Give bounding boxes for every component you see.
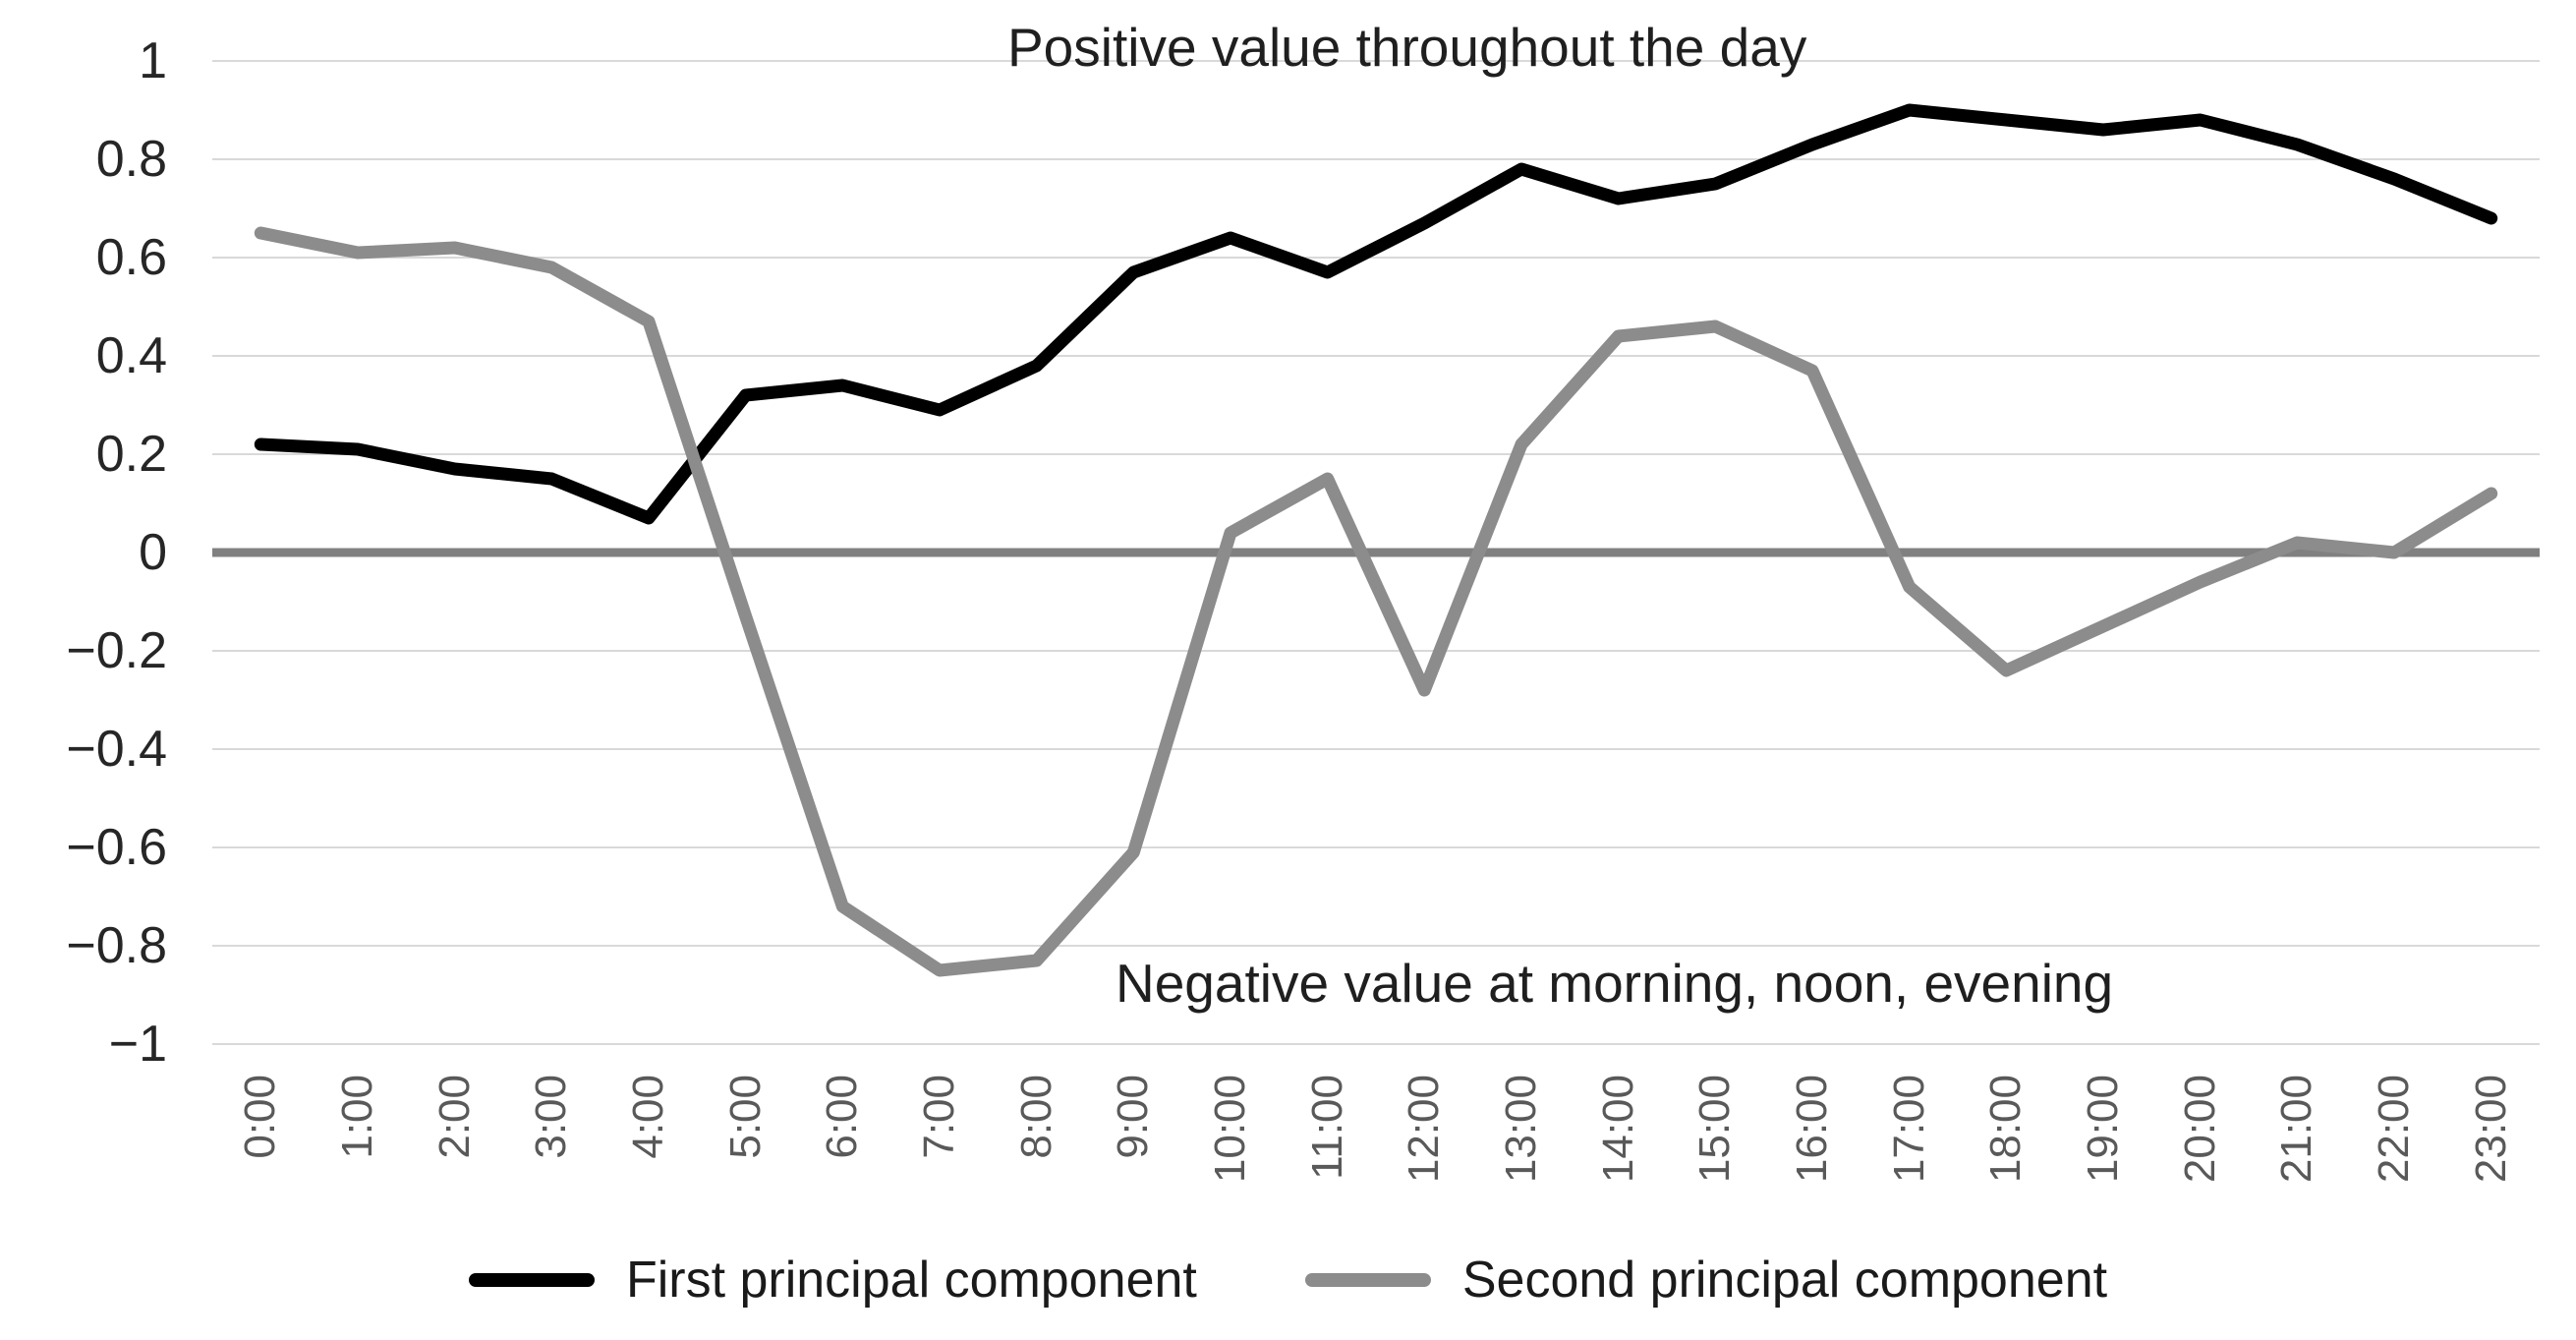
legend-item-first: First principal component bbox=[468, 1251, 1197, 1310]
x-tick-label: 6:00 bbox=[818, 1075, 867, 1159]
x-tick-label: 12:00 bbox=[1400, 1075, 1449, 1184]
x-tick-label: 3:00 bbox=[527, 1075, 576, 1159]
y-tick-label: 0.8 bbox=[95, 131, 167, 188]
series-line-first bbox=[254, 103, 2498, 525]
annotation-negative: Negative value at morning, noon, evening bbox=[1116, 953, 2114, 1014]
legend: First principal component Second princip… bbox=[0, 1251, 2576, 1310]
x-tick-label: 23:00 bbox=[2466, 1075, 2515, 1184]
y-tick-label: 0.6 bbox=[95, 229, 167, 286]
x-tick-label: 20:00 bbox=[2175, 1075, 2224, 1184]
x-tick-label: 11:00 bbox=[1302, 1075, 1351, 1180]
x-tick-label: 21:00 bbox=[2272, 1075, 2321, 1184]
y-tick-label: 0.2 bbox=[95, 426, 167, 483]
y-tick-label: −0.8 bbox=[66, 917, 167, 974]
x-tick-label: 16:00 bbox=[1788, 1075, 1836, 1184]
annotation-positive: Positive value throughout the day bbox=[1007, 17, 1807, 78]
y-tick-label: 0.4 bbox=[95, 327, 167, 384]
x-tick-label: 22:00 bbox=[2370, 1075, 2418, 1184]
series-line-second bbox=[254, 226, 2498, 977]
y-tick-label: −0.2 bbox=[66, 622, 167, 679]
legend-swatch-first-line-icon bbox=[468, 1273, 595, 1287]
x-tick-label: 7:00 bbox=[915, 1075, 963, 1159]
legend-item-second: Second principal component bbox=[1304, 1251, 2108, 1310]
x-tick-label: 0:00 bbox=[236, 1075, 285, 1159]
y-tick-label: −0.4 bbox=[66, 721, 167, 778]
x-tick-label: 8:00 bbox=[1011, 1075, 1060, 1159]
y-tick-label: −1 bbox=[108, 1016, 167, 1073]
y-tick-label: −0.6 bbox=[66, 819, 167, 876]
legend-label-first: First principal component bbox=[625, 1252, 1197, 1309]
x-tick-label: 1:00 bbox=[333, 1075, 381, 1159]
x-tick-label: 18:00 bbox=[1981, 1075, 2031, 1184]
x-tick-label: 15:00 bbox=[1690, 1075, 1740, 1184]
x-tick-label: 4:00 bbox=[624, 1075, 672, 1159]
x-tick-label: 2:00 bbox=[429, 1075, 479, 1159]
x-tick-label: 9:00 bbox=[1109, 1075, 1158, 1159]
x-tick-label: 13:00 bbox=[1497, 1075, 1545, 1184]
x-tick-label: 5:00 bbox=[720, 1075, 770, 1159]
legend-swatch-second-line-icon bbox=[1304, 1273, 1431, 1287]
y-tick-label: 1 bbox=[139, 32, 167, 89]
x-tick-label: 10:00 bbox=[1206, 1075, 1254, 1184]
x-tick-label: 19:00 bbox=[2079, 1075, 2127, 1184]
x-tick-label: 14:00 bbox=[1593, 1075, 1642, 1184]
x-tick-label: 17:00 bbox=[1884, 1075, 1933, 1184]
legend-label-second: Second principal component bbox=[1461, 1252, 2108, 1309]
y-tick-label: 0 bbox=[139, 524, 167, 581]
